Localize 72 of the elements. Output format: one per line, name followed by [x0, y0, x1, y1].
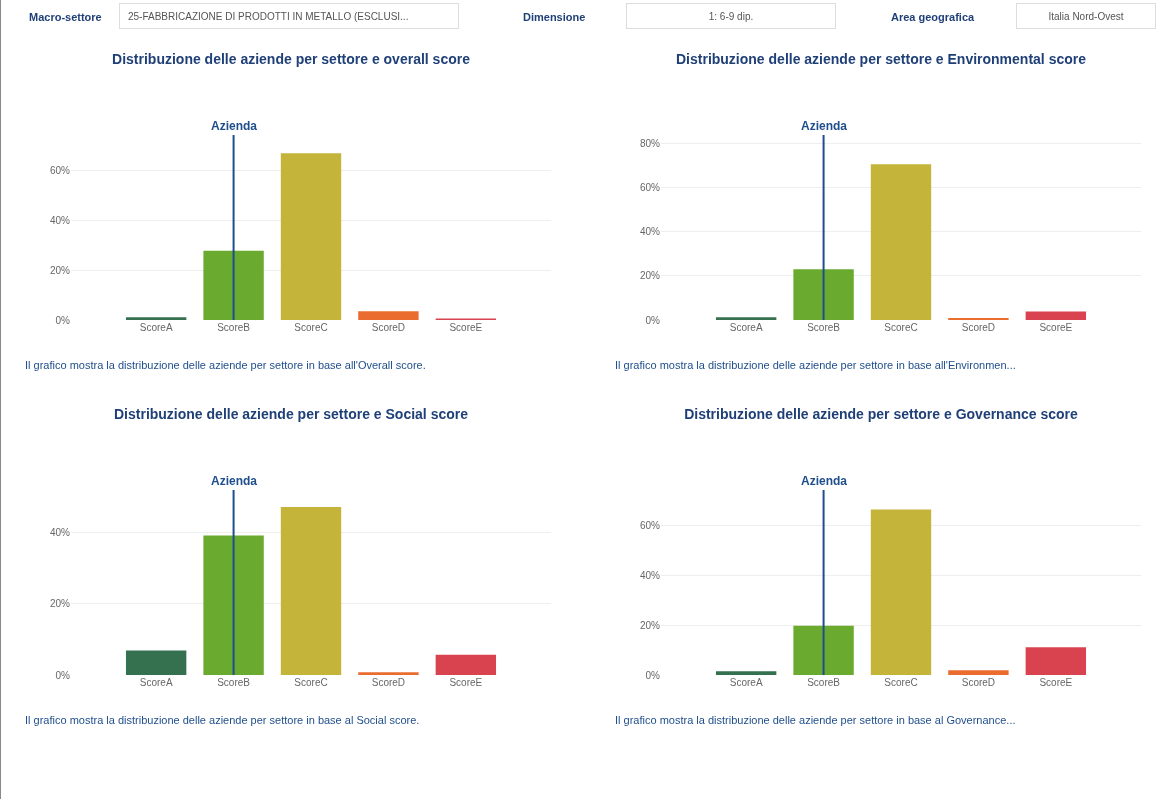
text-field: 1: 6-9 dip. [626, 3, 836, 29]
y-tick-label: 60% [49, 164, 71, 176]
text: Il grafico mostra la distribuzione delle aziende per settore in base al Social score. [25, 714, 420, 726]
bar [358, 672, 419, 675]
bar [1025, 647, 1087, 675]
x-tick-label: ScoreC [294, 322, 328, 333]
y-tick-label: 20% [639, 619, 661, 631]
bar [125, 650, 187, 675]
ref-line-label: Azienda [801, 474, 848, 488]
x-tick-label: ScoreC [884, 322, 918, 333]
chart-title: Distribuzione delle aziende per settore e Environmental score [675, 51, 1087, 68]
y-tick-label: 80% [639, 138, 661, 150]
x-tick-label: ScoreE [449, 322, 483, 333]
x-tick-label: ScoreE [449, 677, 483, 688]
y-tick-label: 0% [645, 669, 661, 681]
x-tick-label: ScoreD [371, 677, 406, 688]
x-tick-label: ScoreC [884, 677, 918, 688]
text: Dimensione [523, 11, 586, 23]
y-tick-label: 20% [49, 264, 71, 276]
x-tick-label: ScoreE [1039, 677, 1073, 688]
x-tick-label: ScoreA [729, 322, 763, 333]
text-field: 25-FABBRICAZIONE DI PRODOTTI IN METALLO (ESCLUSI... [119, 3, 459, 29]
y-tick-label: 20% [639, 270, 661, 282]
chart-title: Distribuzione delle aziende per settore e Social score [113, 406, 469, 423]
text: Il grafico mostra la distribuzione delle aziende per settore in base all'Environmen... [615, 359, 1016, 371]
x-tick-label: ScoreA [139, 677, 173, 688]
y-tick-label: 20% [49, 598, 71, 610]
bar [793, 269, 854, 320]
bar [715, 671, 777, 675]
y-tick-label: 40% [639, 226, 661, 238]
x-tick-label: ScoreB [217, 322, 251, 333]
text: Il grafico mostra la distribuzione delle aziende per settore in base al Governance... [615, 714, 1016, 726]
text: Il grafico mostra la distribuzione delle aziende per settore in base all'Overall score. [25, 359, 426, 371]
bar [793, 625, 854, 675]
y-tick-label: 60% [639, 519, 661, 531]
bar [1025, 311, 1087, 320]
text: Area geografica [891, 11, 975, 23]
y-tick-label: 40% [639, 569, 661, 581]
x-tick-label: ScoreC [294, 677, 328, 688]
ref-line-label: Azienda [801, 119, 848, 133]
y-tick-label: 0% [645, 314, 661, 326]
x-tick-label: ScoreB [807, 677, 841, 688]
bar [358, 311, 419, 320]
y-tick-label: 0% [55, 314, 71, 326]
bar [870, 509, 932, 675]
text: Macro-settore [29, 11, 102, 23]
bar [125, 317, 187, 320]
chart-title: Distribuzione delle aziende per settore e Governance score [684, 406, 1079, 423]
text-field: Italia Nord-Ovest [1016, 3, 1156, 29]
bar [435, 654, 497, 675]
y-tick-label: 40% [49, 527, 71, 539]
x-tick-label: ScoreD [371, 322, 406, 333]
ref-line-label: Azienda [211, 119, 258, 133]
ref-line-label: Azienda [211, 474, 258, 488]
y-tick-label: 60% [639, 182, 661, 194]
bar [203, 535, 264, 675]
chart-title: Distribuzione delle aziende per settore e overall score [112, 51, 471, 68]
bar [280, 507, 342, 675]
bar [948, 670, 1009, 675]
x-tick-label: ScoreA [729, 677, 763, 688]
x-tick-label: ScoreD [961, 677, 996, 688]
bar [203, 250, 264, 320]
x-tick-label: ScoreB [217, 677, 251, 688]
bar [280, 153, 342, 320]
y-tick-label: 40% [49, 214, 71, 226]
x-tick-label: ScoreB [807, 322, 841, 333]
y-tick-label: 0% [55, 669, 71, 681]
x-tick-label: ScoreD [961, 322, 996, 333]
bar [870, 164, 932, 320]
x-tick-label: ScoreA [139, 322, 173, 333]
x-tick-label: ScoreE [1039, 322, 1073, 333]
bar [715, 317, 777, 320]
